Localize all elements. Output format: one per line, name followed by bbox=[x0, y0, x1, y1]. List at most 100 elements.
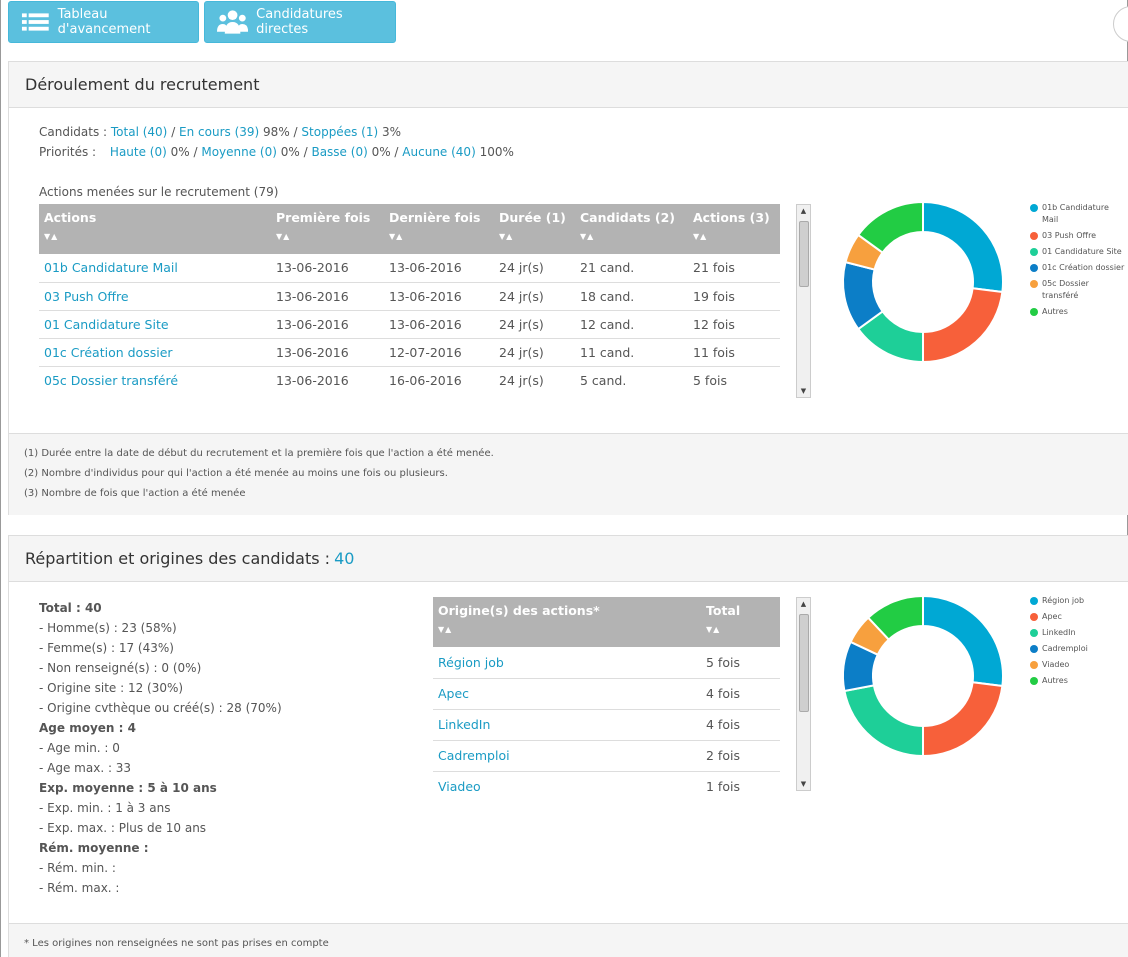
priority-low-link[interactable]: Basse (0) bbox=[311, 145, 368, 159]
priority-medium-link[interactable]: Moyenne (0) bbox=[201, 145, 277, 159]
sort-icon[interactable]: ▼▲ bbox=[276, 232, 291, 241]
table-cell: 21 fois bbox=[688, 254, 780, 283]
scroll-thumb[interactable] bbox=[799, 221, 809, 287]
col-origin[interactable]: Origine(s) des actions* ▼▲ bbox=[433, 597, 701, 647]
panel-note: * Les origines non renseignées ne sont p… bbox=[9, 923, 1128, 957]
row-label-link[interactable]: Viadeo bbox=[433, 771, 701, 791]
legend-dot-icon bbox=[1030, 613, 1038, 621]
table-cell: 13-06-2016 bbox=[384, 282, 494, 311]
legend-item[interactable]: Apec bbox=[1030, 611, 1125, 623]
progress-dashboard-button[interactable]: Tableau d'avancement bbox=[8, 1, 199, 43]
legend-item[interactable]: Autres bbox=[1030, 675, 1125, 687]
sort-icon[interactable]: ▼▲ bbox=[44, 232, 59, 241]
col-duration[interactable]: Durée (1) ▼▲ bbox=[494, 204, 575, 254]
table-cell: 12 cand. bbox=[575, 310, 688, 339]
col-first-time[interactable]: Première fois ▼▲ bbox=[271, 204, 384, 254]
legend-label: Viadeo bbox=[1042, 660, 1070, 669]
table-row[interactable]: 01c Création dossier 13-06-2016 12-07-2016… bbox=[39, 338, 780, 367]
summary-heading: Rém. moyenne : bbox=[39, 841, 149, 855]
direct-applications-button[interactable]: Candidatures directes bbox=[204, 1, 396, 43]
scroll-down-icon[interactable]: ▼ bbox=[800, 780, 807, 788]
actions-table-scrollbar[interactable]: ▲ ▼ bbox=[796, 204, 811, 398]
candidates-stats: Candidats : Total (40) / En cours (39) 9… bbox=[39, 125, 401, 139]
legend-item[interactable]: 01 Candidature Site bbox=[1030, 246, 1125, 258]
table-row[interactable]: Apec 4 fois bbox=[433, 678, 780, 710]
actions-donut-chart bbox=[842, 200, 1004, 364]
legend-label: 01 Candidature Site bbox=[1042, 247, 1122, 256]
legend-item[interactable]: Viadeo bbox=[1030, 659, 1125, 671]
table-row[interactable]: LinkedIn 4 fois bbox=[433, 709, 780, 741]
donut-slice[interactable] bbox=[856, 200, 924, 255]
sort-icon[interactable]: ▼▲ bbox=[438, 625, 453, 634]
legend-item[interactable]: 01b Candidature Mail bbox=[1030, 202, 1125, 226]
legend-item[interactable]: Région job bbox=[1030, 595, 1125, 607]
in-progress-link[interactable]: En cours (39) bbox=[179, 125, 260, 139]
total-candidates-link[interactable]: Total (40) bbox=[110, 125, 168, 139]
summary-line: - Rém. max. : bbox=[39, 881, 120, 895]
sort-icon[interactable]: ▼▲ bbox=[693, 232, 708, 241]
legend-label: LinkedIn bbox=[1042, 628, 1076, 637]
col-actions-count[interactable]: Actions (3) ▼▲ bbox=[688, 204, 780, 254]
sort-icon[interactable]: ▼▲ bbox=[499, 232, 514, 241]
legend-item[interactable]: 03 Push Offre bbox=[1030, 230, 1125, 242]
origins-table-scrollbar[interactable]: ▲ ▼ bbox=[796, 597, 811, 791]
legend-item[interactable]: LinkedIn bbox=[1030, 627, 1125, 639]
legend-item[interactable]: 01c Création dossier bbox=[1030, 262, 1125, 274]
donut-slice[interactable] bbox=[922, 594, 1004, 688]
table-cell: 4 fois bbox=[701, 678, 780, 710]
summary-line: - Age max. : 33 bbox=[39, 761, 132, 775]
col-candidates[interactable]: Candidats (2) ▼▲ bbox=[575, 204, 688, 254]
actions-link[interactable]: Actions menées sur le recrutement (79) bbox=[39, 185, 279, 199]
legend-item[interactable]: Cadremploi bbox=[1030, 643, 1125, 655]
panel-title: Répartition et origines des candidats : … bbox=[9, 536, 1128, 582]
progress-dashboard-label: Tableau d'avancement bbox=[57, 7, 151, 37]
users-icon bbox=[217, 10, 249, 34]
table-cell: 13-06-2016 bbox=[271, 338, 384, 367]
summary-line: - Exp. min. : 1 à 3 ans bbox=[39, 801, 171, 815]
table-row[interactable]: 03 Push Offre 13-06-2016 13-06-2016 24 jr(s… bbox=[39, 282, 780, 311]
actions-table-wrap: Actions ▼▲ Première fois ▼▲ Dernière fois ▼… bbox=[39, 204, 780, 394]
sort-icon[interactable]: ▼▲ bbox=[706, 625, 721, 634]
row-label-link[interactable]: Cadremploi bbox=[433, 740, 701, 772]
donut-slice[interactable] bbox=[843, 684, 924, 758]
legend-item[interactable]: 05c Dossier transféré bbox=[1030, 278, 1125, 302]
scroll-down-icon[interactable]: ▼ bbox=[800, 387, 807, 395]
table-row[interactable]: 01b Candidature Mail 13-06-2016 13-06-2016… bbox=[39, 254, 780, 283]
legend-item[interactable]: Autres bbox=[1030, 306, 1125, 318]
row-label-link[interactable]: 05c Dossier transféré bbox=[39, 366, 271, 394]
scroll-thumb[interactable] bbox=[799, 614, 809, 712]
stopped-link[interactable]: Stoppées (1) bbox=[301, 125, 379, 139]
table-row[interactable]: 01 Candidature Site 13-06-2016 13-06-2016 2… bbox=[39, 310, 780, 339]
row-label-link[interactable]: 01c Création dossier bbox=[39, 338, 271, 367]
scroll-up-icon[interactable]: ▲ bbox=[800, 600, 807, 608]
table-row[interactable]: Cadremploi 2 fois bbox=[433, 740, 780, 772]
row-label-link[interactable]: Apec bbox=[433, 678, 701, 710]
donut-slice[interactable] bbox=[866, 594, 924, 641]
donut-slice[interactable] bbox=[922, 287, 1004, 364]
table-row[interactable]: 05c Dossier transféré 13-06-2016 16-06-201… bbox=[39, 366, 780, 394]
priority-none-link[interactable]: Aucune (40) bbox=[402, 145, 476, 159]
table-cell: 5 fois bbox=[688, 366, 780, 394]
legend-label: Apec bbox=[1042, 612, 1062, 621]
panel-title: Déroulement du recrutement bbox=[9, 62, 1128, 108]
col-last-time[interactable]: Dernière fois ▼▲ bbox=[384, 204, 494, 254]
menu-round-button[interactable] bbox=[1113, 6, 1128, 42]
scroll-up-icon[interactable]: ▲ bbox=[800, 207, 807, 215]
table-cell: 13-06-2016 bbox=[384, 254, 494, 283]
col-total[interactable]: Total ▼▲ bbox=[701, 597, 780, 647]
col-actions[interactable]: Actions ▼▲ bbox=[39, 204, 271, 254]
table-row[interactable]: Région job 5 fois bbox=[433, 647, 780, 679]
legend-dot-icon bbox=[1030, 280, 1038, 288]
row-label-link[interactable]: 01 Candidature Site bbox=[39, 310, 271, 339]
donut-slice[interactable] bbox=[922, 681, 1004, 758]
row-label-link[interactable]: Région job bbox=[433, 647, 701, 679]
row-label-link[interactable]: 01b Candidature Mail bbox=[39, 254, 271, 283]
sort-icon[interactable]: ▼▲ bbox=[389, 232, 404, 241]
legend-label: Région job bbox=[1042, 596, 1085, 605]
donut-slice[interactable] bbox=[922, 200, 1004, 294]
table-row[interactable]: Viadeo 1 fois bbox=[433, 771, 780, 791]
priority-high-link[interactable]: Haute (0) bbox=[109, 145, 167, 159]
row-label-link[interactable]: LinkedIn bbox=[433, 709, 701, 741]
sort-icon[interactable]: ▼▲ bbox=[580, 232, 595, 241]
row-label-link[interactable]: 03 Push Offre bbox=[39, 282, 271, 311]
